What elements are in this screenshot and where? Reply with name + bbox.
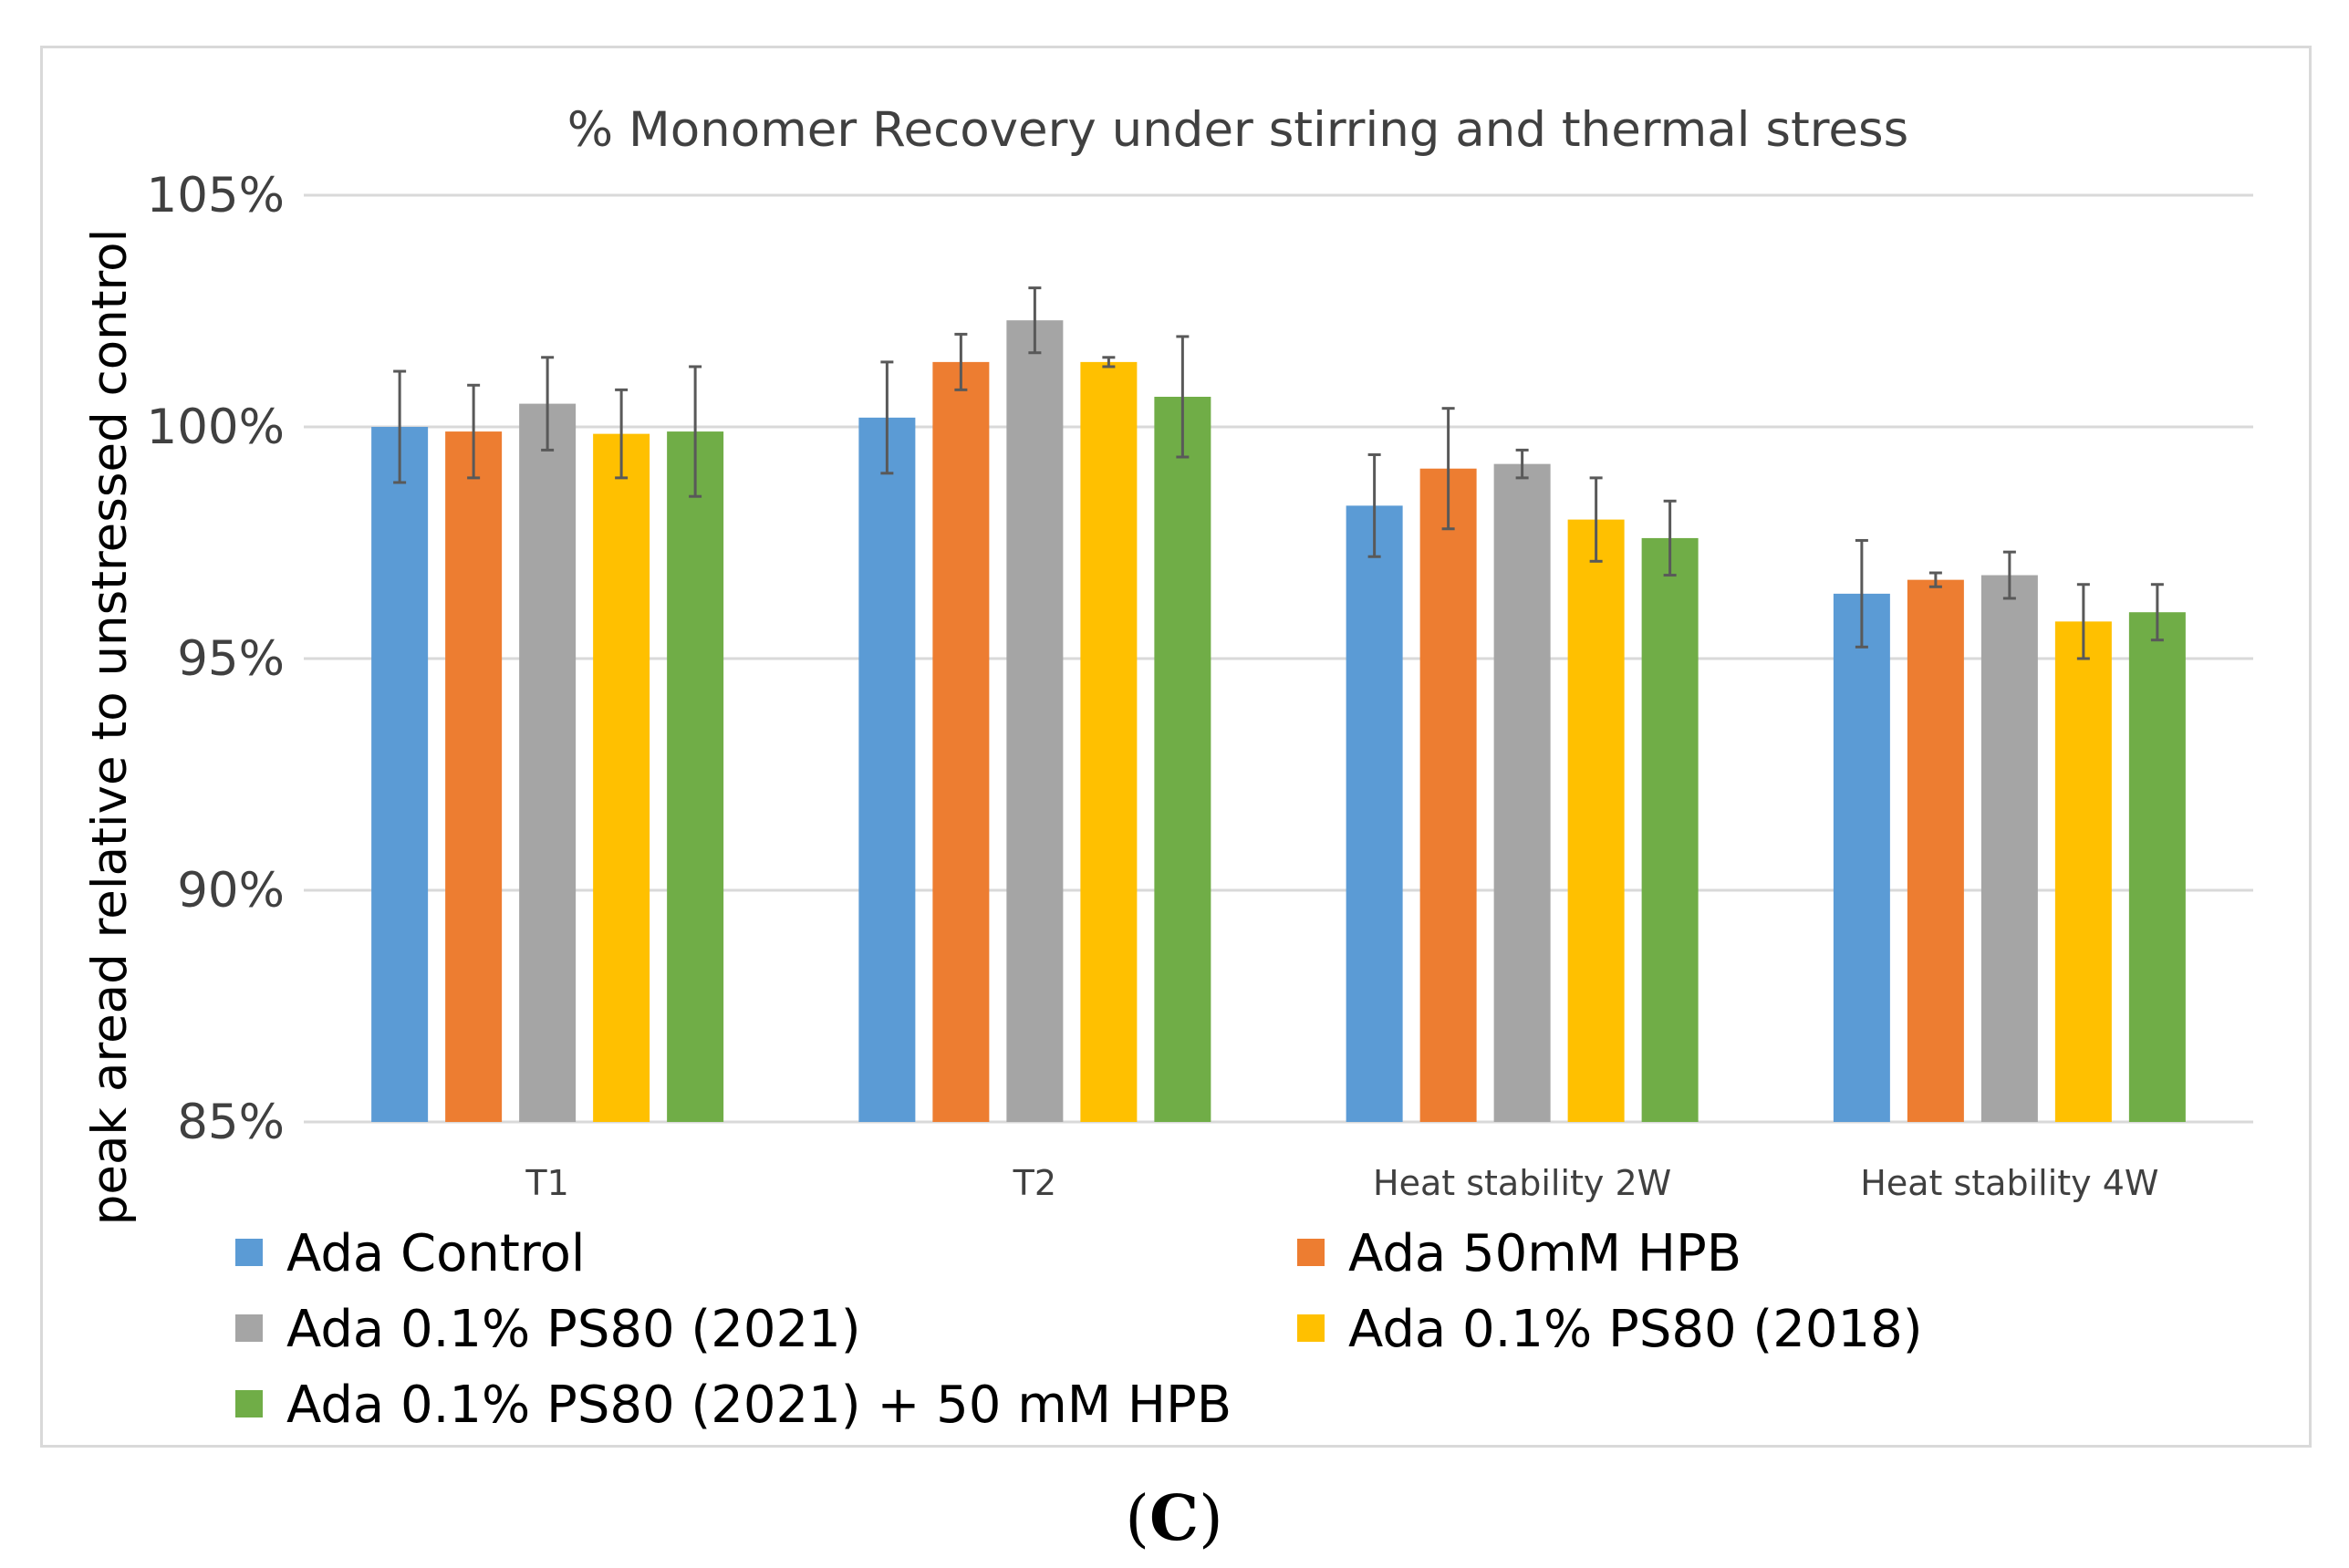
legend-item: Ada 0.1% PS80 (2021) + 50 mM HPB — [235, 1376, 1232, 1435]
error-bar — [393, 369, 407, 484]
legend-swatch — [1297, 1314, 1325, 1342]
bar — [1419, 468, 1477, 1122]
error-bar — [1589, 476, 1603, 563]
error-bars — [393, 286, 2164, 660]
error-bar — [1928, 571, 1942, 588]
error-bar — [467, 383, 481, 480]
caption-close: ) — [1199, 1483, 1223, 1555]
chart-title: % Monomer Recovery under stirring and th… — [567, 102, 1908, 158]
y-tick-label: 95% — [177, 631, 285, 687]
bar — [932, 361, 990, 1122]
bar — [1006, 320, 1064, 1122]
x-tick-label: T2 — [1013, 1163, 1056, 1203]
legend-label: Ada 0.1% PS80 (2021) — [286, 1300, 861, 1359]
legend-item: Ada 0.1% PS80 (2018) — [1297, 1300, 1923, 1359]
bar — [858, 417, 916, 1123]
legend-item: Ada Control — [235, 1224, 585, 1283]
bar — [371, 427, 429, 1122]
bar — [2128, 612, 2186, 1122]
bar — [1833, 593, 1890, 1122]
error-bar — [689, 365, 702, 498]
error-bar — [1663, 499, 1677, 577]
y-tick-label: 90% — [177, 863, 285, 919]
bar — [445, 431, 503, 1123]
chart-frame — [40, 46, 2312, 1448]
y-tick-label: 100% — [146, 400, 285, 455]
legend-label: Ada Control — [286, 1224, 585, 1283]
y-axis-ticks: 85% 90% 95% 100% 105% — [146, 168, 285, 1150]
bar — [1907, 579, 1964, 1122]
legend-swatch — [235, 1239, 263, 1266]
legend-swatch — [235, 1314, 263, 1342]
error-bar — [1028, 286, 1042, 355]
caption-open: ( — [1125, 1483, 1149, 1555]
legend-swatch — [235, 1390, 263, 1417]
legend-item: Ada 50mM HPB — [1297, 1224, 1741, 1283]
legend-item: Ada 0.1% PS80 (2021) — [235, 1300, 861, 1359]
x-tick-label: Heat stability 4W — [1860, 1163, 2158, 1203]
error-bar — [1441, 407, 1455, 531]
legend-swatch — [1297, 1239, 1325, 1266]
error-bar — [954, 332, 968, 391]
bar — [1154, 396, 1211, 1123]
x-tick-label: T1 — [525, 1163, 568, 1203]
caption-letter: C — [1149, 1482, 1199, 1555]
legend-label: Ada 0.1% PS80 (2021) + 50 mM HPB — [286, 1376, 1232, 1435]
bars — [371, 320, 2186, 1123]
x-tick-label: Heat stability 2W — [1373, 1163, 1671, 1203]
bar — [593, 433, 650, 1122]
bar — [1080, 361, 1138, 1122]
y-axis-label: peak aread relative to unstressed contro… — [82, 229, 138, 1226]
error-bar — [880, 360, 894, 475]
error-bar — [2002, 550, 2016, 600]
error-bar — [1176, 335, 1190, 459]
bar — [1346, 505, 1403, 1122]
bar — [1980, 575, 2038, 1122]
error-bar — [1515, 448, 1529, 480]
error-bar — [2076, 583, 2090, 660]
error-bar — [1102, 356, 1116, 369]
bar — [667, 431, 724, 1123]
error-bar — [1367, 452, 1381, 558]
bar — [1493, 463, 1551, 1122]
error-bar — [615, 388, 629, 480]
error-bar — [541, 356, 555, 452]
x-axis-ticks: T1 T2 Heat stability 2W Heat stability 4W — [525, 1163, 2158, 1203]
bar — [1567, 519, 1625, 1122]
bar — [1641, 537, 1699, 1122]
bar — [2054, 621, 2112, 1122]
legend-label: Ada 0.1% PS80 (2018) — [1348, 1300, 1923, 1359]
error-bar — [1855, 538, 1868, 649]
y-tick-label: 85% — [177, 1095, 285, 1150]
legend: Ada Control Ada 50mM HPB Ada 0.1% PS80 (20… — [235, 1224, 1923, 1435]
error-bar — [2150, 583, 2164, 642]
y-tick-label: 105% — [146, 168, 285, 223]
legend-label: Ada 50mM HPB — [1348, 1224, 1741, 1283]
figure-caption: (C) — [1125, 1482, 1222, 1555]
bar — [519, 403, 577, 1123]
